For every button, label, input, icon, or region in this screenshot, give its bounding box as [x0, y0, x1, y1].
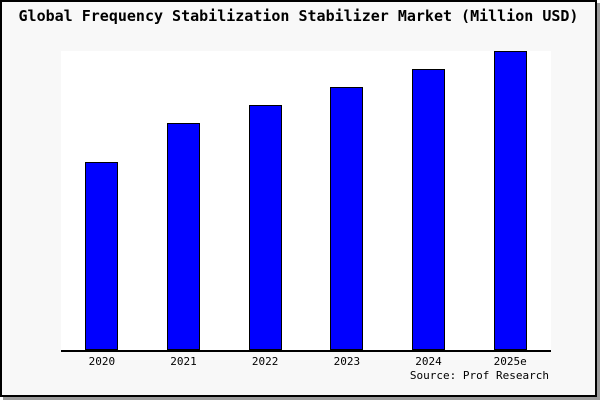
source-credit: Source: Prof Research — [409, 369, 549, 382]
chart-title: Global Frequency Stabilization Stabilize… — [18, 7, 579, 25]
x-tick-label-2024: 2024 — [415, 355, 442, 368]
x-axis-labels: 2020 2021 2022 2023 2024 2025e — [61, 355, 551, 368]
x-tick-label-2023: 2023 — [333, 355, 361, 368]
bar-slot-2024 — [388, 51, 470, 350]
bar-2021 — [167, 122, 200, 350]
x-tick-label-2025e: 2025e — [493, 355, 527, 368]
bar-slot-2020 — [61, 51, 143, 350]
x-tick-label-2022: 2022 — [251, 355, 279, 368]
x-tick-label-2020: 2020 — [88, 355, 116, 368]
bar-slot-2025e — [469, 51, 551, 350]
bar-2023 — [330, 86, 364, 350]
bar-2022 — [248, 104, 282, 350]
bar-2024 — [412, 68, 446, 350]
bar-2020 — [85, 161, 119, 350]
bar-slot-2022 — [224, 51, 306, 350]
bars-row — [61, 51, 551, 350]
plot-area — [61, 51, 551, 352]
bar-slot-2023 — [306, 51, 388, 350]
bar-2025e — [493, 51, 527, 350]
bar-slot-2021 — [143, 51, 225, 350]
x-tick-label-2021: 2021 — [170, 355, 197, 368]
